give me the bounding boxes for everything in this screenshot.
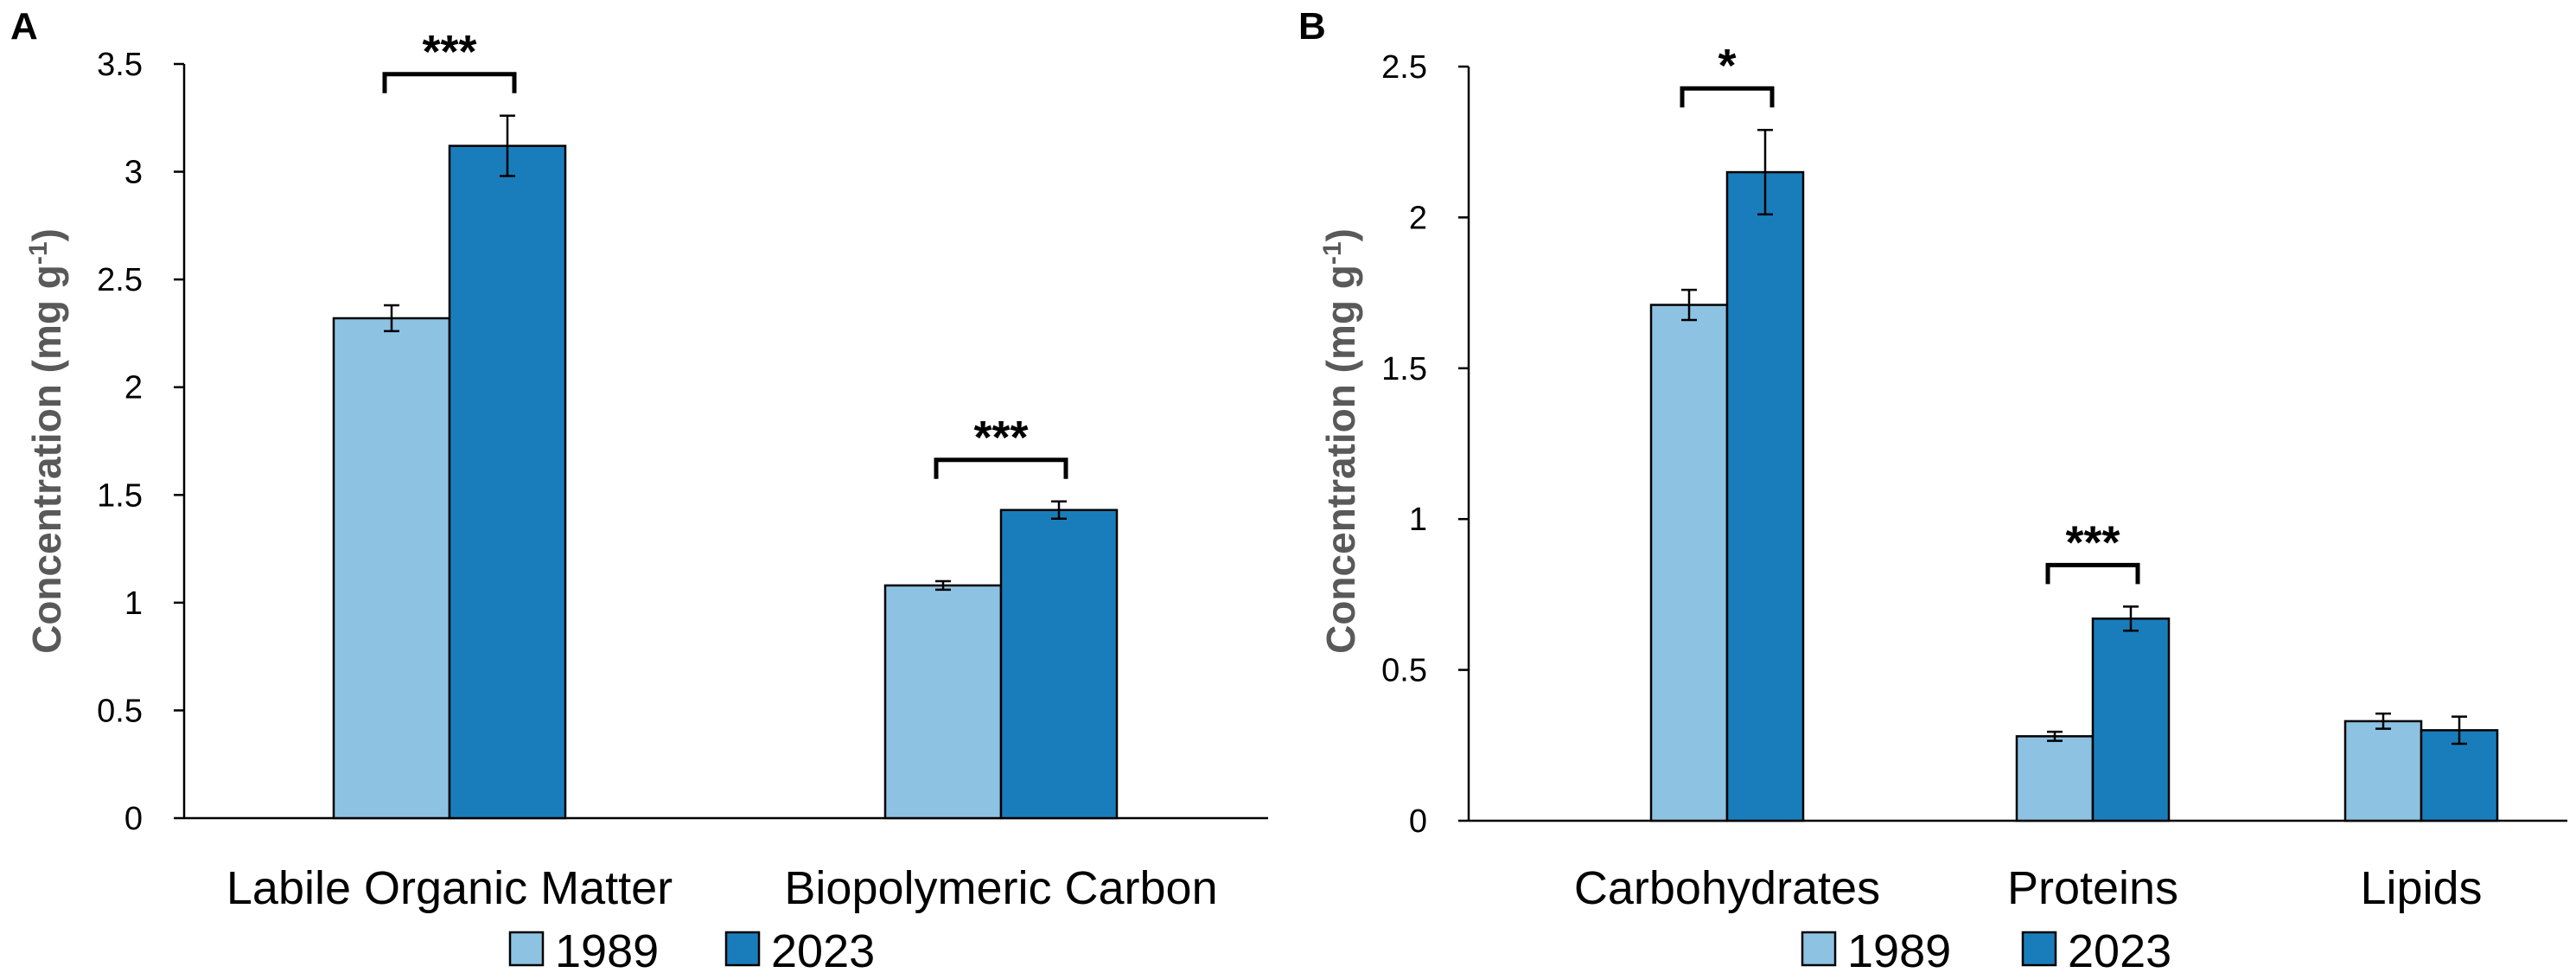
y-tick-label: 3.5 xyxy=(97,47,143,83)
y-tick-label: 0 xyxy=(1409,803,1427,840)
y-tick-label: 1 xyxy=(1409,502,1427,538)
y-tick-label: 2.5 xyxy=(97,262,143,298)
y-tick-label: 0.5 xyxy=(97,693,143,729)
bar-1989-0 xyxy=(1649,304,1729,822)
y-axis-title: Concentration (mg g-1) xyxy=(1318,228,1363,654)
y-axis-title-superscript: -1 xyxy=(1318,241,1347,265)
category-label: Biopolymeric Carbon xyxy=(784,862,1217,914)
significance-label: *** xyxy=(2065,516,2120,568)
panel-letter-a: A xyxy=(10,5,38,48)
bar-2023-1 xyxy=(2091,617,2171,822)
y-axis-title-text: Concentration (mg g xyxy=(24,265,69,654)
significance-bracket xyxy=(2045,562,2140,585)
category-label: Labile Organic Matter xyxy=(226,862,673,914)
category-label: Carbohydrates xyxy=(1574,862,1880,914)
bar-2023-1 xyxy=(999,509,1119,820)
bar-2023-0 xyxy=(448,144,567,820)
legend-swatch-2023 xyxy=(2021,931,2057,967)
bar-1989-2 xyxy=(2343,720,2423,822)
bar-2023-2 xyxy=(2420,729,2499,822)
legend-label-1989: 1989 xyxy=(555,925,659,977)
y-tick-label: 0.5 xyxy=(1381,653,1427,689)
y-axis-title-close: ) xyxy=(24,228,69,241)
significance-bracket xyxy=(382,72,517,93)
y-tick-label: 1.5 xyxy=(97,477,143,514)
significance-bracket xyxy=(1680,86,1775,108)
significance-label: * xyxy=(1718,40,1736,92)
y-tick-label: 2.5 xyxy=(1381,49,1427,86)
bar-1989-0 xyxy=(332,317,451,820)
y-tick-label: 0 xyxy=(124,801,143,837)
panel-b: B 0 0.5 1 1.5 2 2.5 Concentration (mg g-1) Carbo… xyxy=(1298,5,2567,977)
y-tick-label: 2 xyxy=(124,370,143,406)
y-tick-label: 3 xyxy=(124,155,143,191)
legend-swatch-1989 xyxy=(1801,931,1837,967)
category-label: Proteins xyxy=(2007,862,2178,914)
y-axis-title-superscript: -1 xyxy=(24,241,53,265)
y-tick-label: 1.5 xyxy=(1381,351,1427,387)
legend-swatch-2023 xyxy=(724,931,761,967)
significance-label: *** xyxy=(973,412,1028,464)
bar-1989-1 xyxy=(2015,735,2095,822)
significance-bracket xyxy=(934,458,1068,479)
y-axis-title-text: Concentration (mg g xyxy=(1318,265,1363,654)
y-tick-label: 2 xyxy=(1409,200,1427,236)
panel-letter-b: B xyxy=(1298,5,1326,48)
legend-swatch-1989 xyxy=(508,931,545,967)
y-tick-label: 1 xyxy=(124,585,143,622)
panel-a: A 0 0.5 1 1.5 2 2.5 3 3.5 Concentration (mg g-1) L… xyxy=(10,5,1268,977)
category-label: Lipids xyxy=(2360,862,2482,914)
y-axis-title-close: ) xyxy=(1318,228,1363,241)
legend-label-1989: 1989 xyxy=(1847,925,1951,977)
legend-label-2023: 2023 xyxy=(2068,925,2171,977)
y-axis-title: Concentration (mg g-1) xyxy=(24,228,69,654)
legend-label-2023: 2023 xyxy=(771,925,875,977)
bar-2023-0 xyxy=(1725,170,1805,822)
bar-1989-1 xyxy=(883,584,1003,820)
significance-label: *** xyxy=(422,26,476,78)
